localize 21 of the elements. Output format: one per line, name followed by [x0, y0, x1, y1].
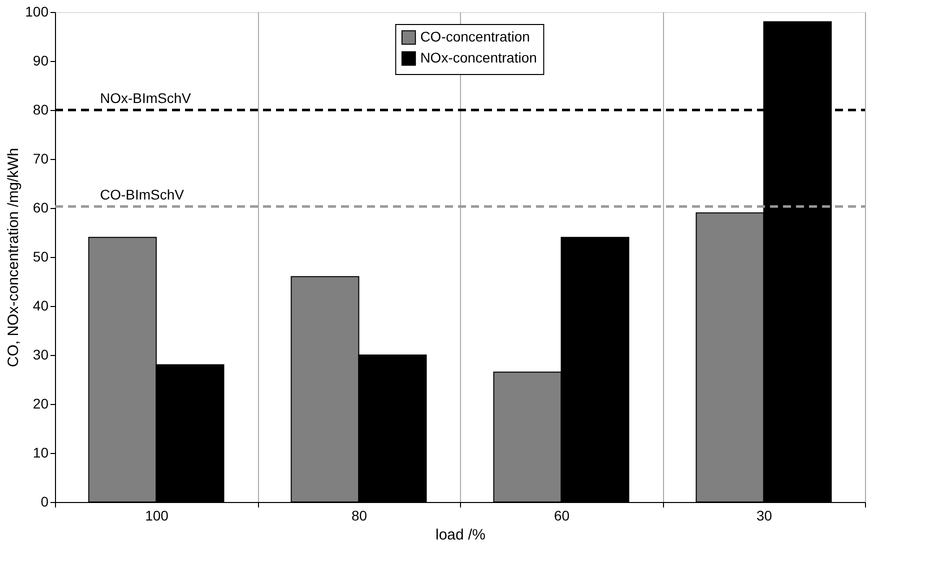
y-tick-label: 0 [40, 494, 49, 510]
y-tick-label: 80 [32, 102, 49, 118]
y-tick-label: 100 [25, 4, 49, 20]
x-tick-label: 100 [145, 508, 169, 524]
y-tick-label: 40 [32, 298, 49, 314]
ref-line-label: CO-BImSchV [100, 186, 185, 203]
x-tick-label: 30 [756, 508, 772, 524]
legend-label: NOx-concentration [420, 50, 537, 66]
y-axis-title: CO, NOx-concentration /mg/kWh [5, 148, 22, 368]
y-tick-label: 70 [32, 150, 49, 166]
y-tick-label: 20 [32, 396, 49, 412]
x-tick-label: 80 [351, 508, 368, 524]
ref-line-label: NOx-BImSchV [100, 90, 192, 106]
y-tick-label: 60 [32, 200, 49, 216]
x-tick-label: 60 [554, 508, 570, 524]
y-tick-label: 30 [32, 346, 49, 362]
y-tick-label: 50 [32, 248, 49, 264]
legend-label: CO-concentration [420, 28, 530, 44]
y-tick-label: 10 [32, 444, 49, 460]
x-axis-title: load /% [435, 526, 486, 544]
y-tick-label: 90 [32, 52, 49, 68]
